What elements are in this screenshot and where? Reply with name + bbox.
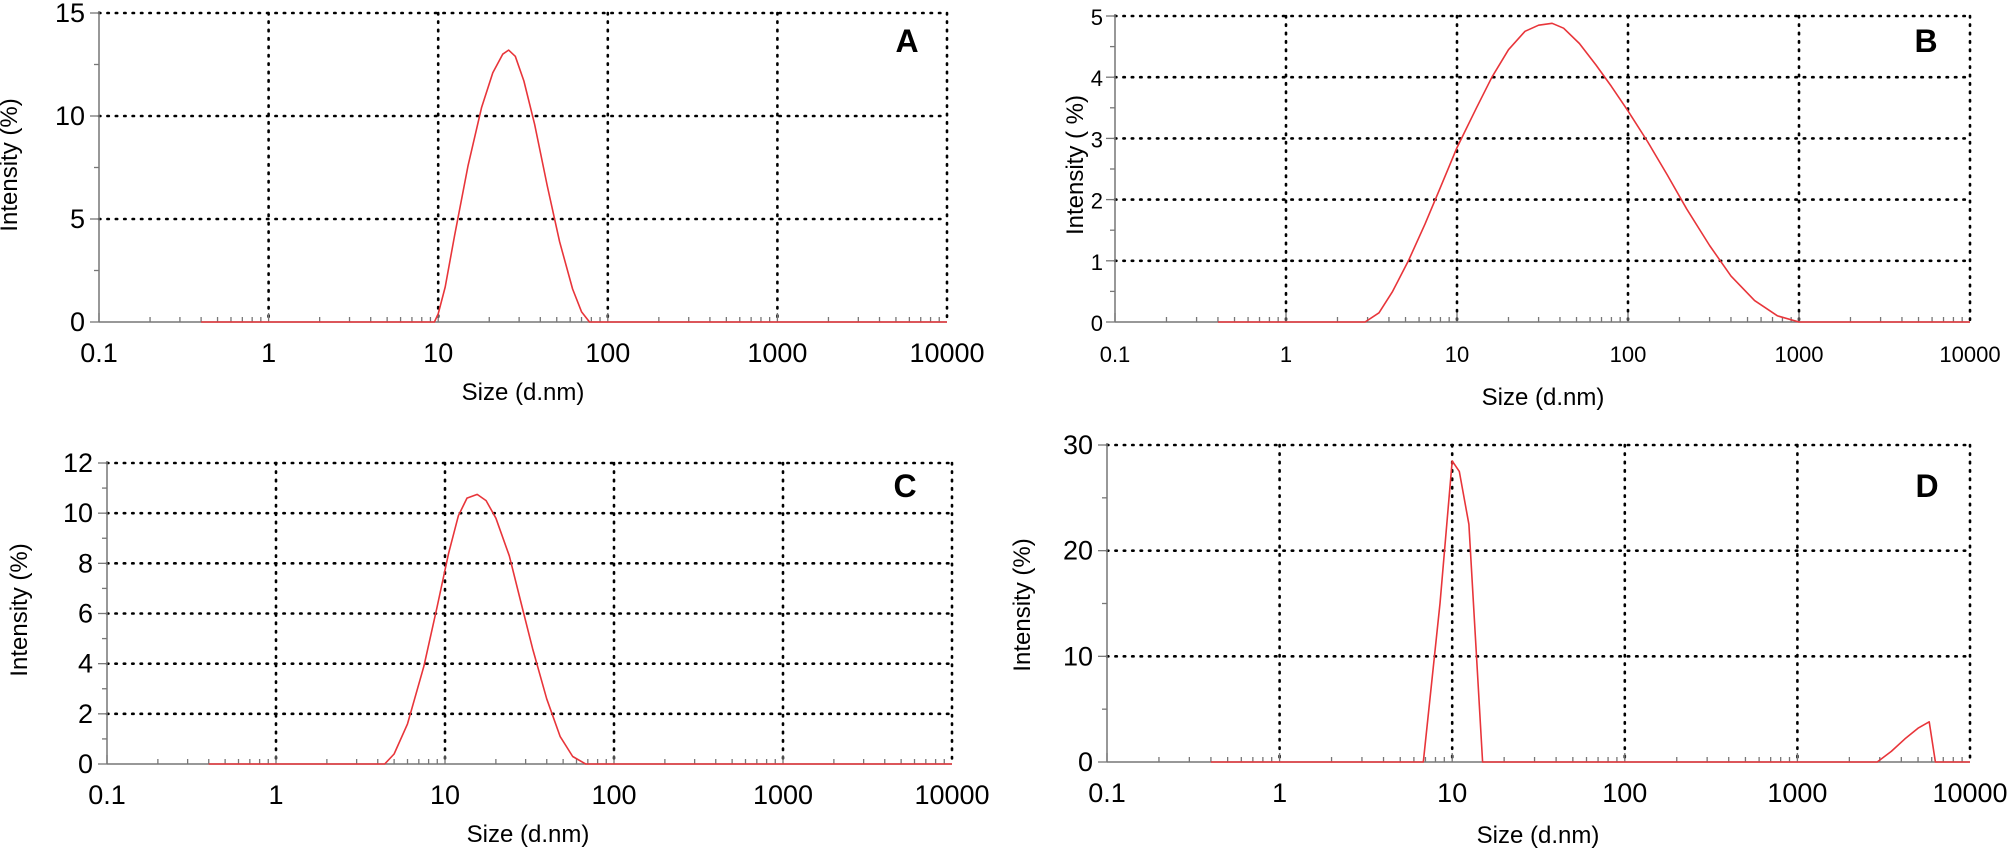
chart-panel-a: 0.1 1 10 100 1000 10000 0 5 10 15 Size (d.nm) Inten… xyxy=(0,0,985,406)
y-tick-label: 4 xyxy=(1091,66,1103,91)
x-tick-label: 100 xyxy=(591,780,636,810)
x-tick-label: 1000 xyxy=(1775,342,1824,367)
y-tick-label: 5 xyxy=(1091,5,1103,30)
y-tick-label: 6 xyxy=(78,599,93,629)
x-axis-label: Size (d.nm) xyxy=(462,379,585,406)
y-tick-label: 5 xyxy=(70,204,85,234)
y-tick-label: 12 xyxy=(63,448,93,478)
x-tick-label: 10 xyxy=(1445,342,1469,367)
y-tick-label: 15 xyxy=(55,0,85,28)
panel-letter: D xyxy=(1915,468,1938,504)
x-tick-label: 0.1 xyxy=(88,780,126,810)
x-tick-label: 0.1 xyxy=(1100,342,1131,367)
x-tick-label: 0.1 xyxy=(1088,778,1126,808)
x-axis-label: Size (d.nm) xyxy=(1482,384,1605,411)
y-tick-label: 2 xyxy=(78,699,93,729)
x-tick-label: 10000 xyxy=(909,338,984,368)
y-tick-label: 0 xyxy=(78,749,93,779)
x-tick-label: 100 xyxy=(585,338,630,368)
series-line-a-0 xyxy=(201,49,947,323)
x-tick-label: 10 xyxy=(423,338,453,368)
x-tick-label: 1 xyxy=(268,780,283,810)
x-tick-label: 10 xyxy=(1437,778,1467,808)
y-tick-label: 10 xyxy=(55,101,85,131)
x-axis-label: Size (d.nm) xyxy=(1477,822,1600,849)
y-axis-label: Intensity (%) xyxy=(1009,538,1036,671)
series-line-d-0 xyxy=(1210,460,1970,763)
chart-panel-d: 0.1 1 10 100 1000 10000 0 10 20 30 Size (d.nm) Inte… xyxy=(1009,430,2008,849)
y-tick-label: 20 xyxy=(1063,536,1093,566)
y-tick-label: 0 xyxy=(1078,747,1093,777)
x-tick-label: 10000 xyxy=(914,780,989,810)
x-tick-label: 1 xyxy=(1280,342,1292,367)
x-axis-label: Size (d.nm) xyxy=(467,821,590,848)
y-tick-label: 1 xyxy=(1091,250,1103,275)
x-tick-label: 1000 xyxy=(1767,778,1827,808)
y-tick-label: 10 xyxy=(63,498,93,528)
x-tick-label: 1 xyxy=(1272,778,1287,808)
x-tick-label: 10000 xyxy=(1932,778,2007,808)
panel-letter: B xyxy=(1914,23,1937,59)
chart-panel-b: 0.1 1 10 100 1000 10000 0 1 2 3 4 5 Size (d.nm) Inten… xyxy=(1062,5,2001,411)
x-tick-label: 1000 xyxy=(747,338,807,368)
x-tick-label: 1 xyxy=(261,338,276,368)
y-tick-label: 8 xyxy=(78,548,93,578)
panel-letter: A xyxy=(895,23,918,59)
y-tick-label: 0 xyxy=(1091,311,1103,336)
y-axis-label: Intensity (%) xyxy=(0,98,23,231)
chart-panel-c: 0.1 1 10 100 1000 10000 0 2 4 6 8 10 12 Size (d.nm) In… xyxy=(6,448,990,848)
x-tick-label: 10 xyxy=(430,780,460,810)
x-tick-label: 100 xyxy=(1602,778,1647,808)
y-axis-label: Intensity ( %) xyxy=(1062,95,1089,235)
x-tick-label: 0.1 xyxy=(80,338,118,368)
x-tick-label: 100 xyxy=(1610,342,1647,367)
y-tick-label: 2 xyxy=(1091,189,1103,214)
x-tick-label: 1000 xyxy=(753,780,813,810)
series-line-b-0 xyxy=(1218,22,1970,323)
y-tick-label: 30 xyxy=(1063,430,1093,460)
y-axis-label: Intensity (%) xyxy=(6,543,33,676)
y-tick-label: 10 xyxy=(1063,641,1093,671)
y-tick-label: 4 xyxy=(78,649,93,679)
series-line-c-0 xyxy=(208,493,952,765)
x-tick-label: 10000 xyxy=(1939,342,2000,367)
panel-letter: C xyxy=(893,468,916,504)
y-tick-label: 3 xyxy=(1091,127,1103,152)
y-tick-label: 0 xyxy=(70,307,85,337)
